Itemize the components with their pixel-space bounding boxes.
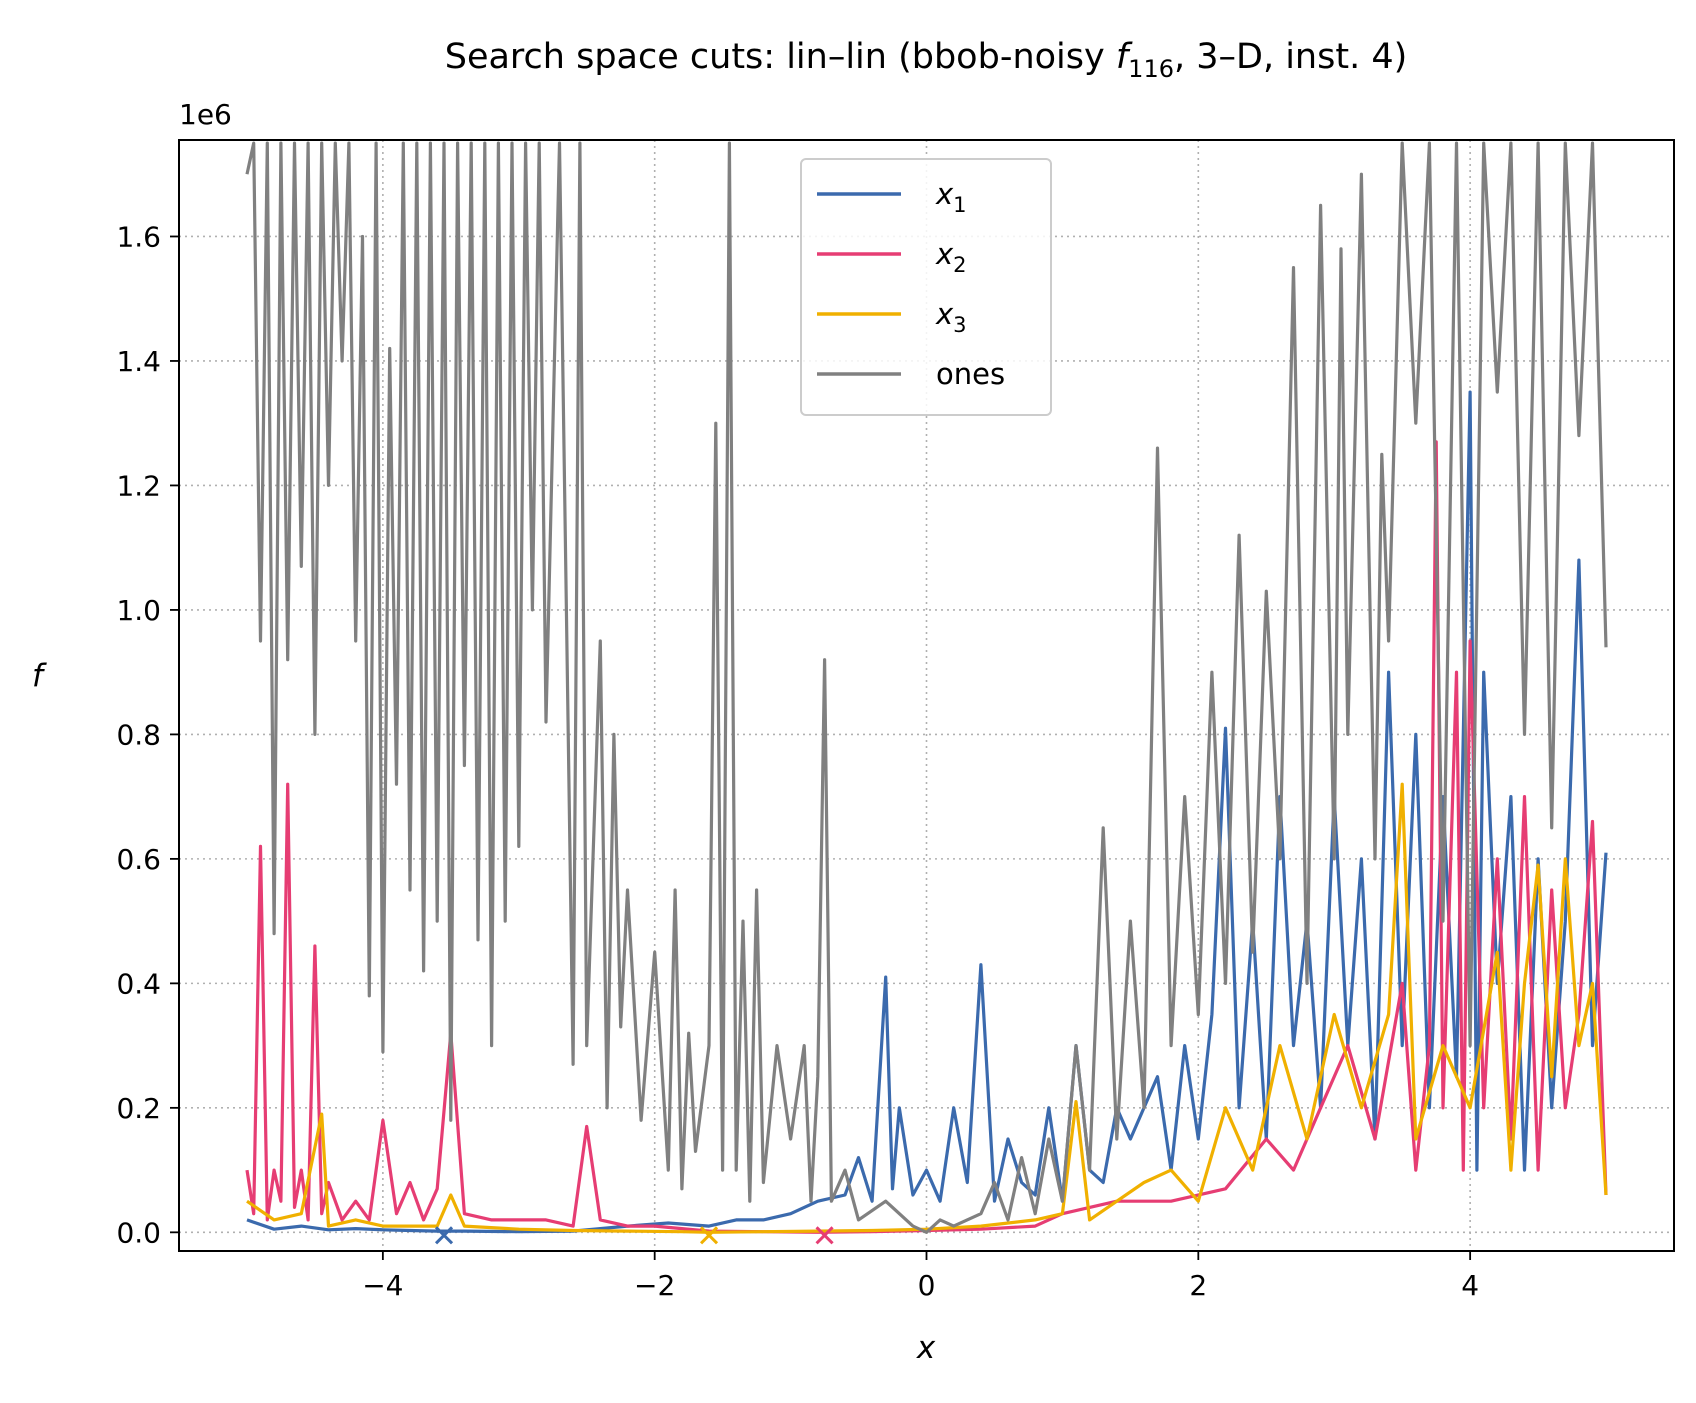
y-tick-label: 0.6	[116, 843, 161, 876]
legend-entry[interactable]: x2	[817, 237, 967, 277]
legend-label: x2	[935, 237, 967, 277]
legend-entry[interactable]: x1	[817, 177, 967, 217]
series-line-ones	[245, 141, 1608, 1234]
x-gridlines	[382, 140, 1471, 1251]
y-multiplier-label: 1e6	[179, 98, 232, 131]
legend-label: x1	[935, 177, 967, 217]
y-tick-label: 0.4	[116, 967, 161, 1000]
y-tick-label: 0.2	[116, 1092, 161, 1125]
series-layer	[245, 141, 1608, 1234]
x-tick-label: 2	[1189, 1269, 1207, 1302]
legend-entry[interactable]: x3	[817, 297, 967, 337]
optimum-marker	[434, 1226, 454, 1245]
y-tick-label: 1.4	[116, 345, 161, 378]
legend[interactable]: x1 x2 x3 ones	[800, 158, 1052, 416]
x-tick-label: −4	[362, 1269, 403, 1302]
legend-label: ones	[936, 357, 1005, 391]
y-tick-label: 1.0	[116, 594, 161, 627]
x-axis-ticks: −4 −2 0 2 4	[362, 1251, 1479, 1302]
legend-label: x3	[935, 297, 967, 337]
chart-title: Search space cuts: lin–lin (bbob-noisy f…	[445, 37, 1408, 83]
x-axis-label: x	[916, 1330, 936, 1366]
y-tick-label: 1.6	[116, 220, 161, 253]
y-tick-label: 1.2	[116, 469, 161, 502]
optimum-markers	[434, 1226, 834, 1245]
x-tick-label: 4	[1461, 1269, 1479, 1302]
x-tick-label: −2	[634, 1269, 675, 1302]
x-tick-label: 0	[918, 1269, 936, 1302]
y-axis-ticks: 0.0 0.2 0.4 0.6 0.8 1.0 1.2 1.4 1.6	[116, 220, 179, 1249]
legend-box	[800, 158, 1052, 416]
y-tick-label: 0.8	[116, 718, 161, 751]
series-line-x3	[246, 782, 1608, 1234]
optimum-marker	[699, 1226, 719, 1245]
y-tick-label: 0.0	[116, 1216, 161, 1249]
optimum-marker	[815, 1226, 834, 1245]
legend-entry[interactable]: ones	[817, 357, 1005, 391]
